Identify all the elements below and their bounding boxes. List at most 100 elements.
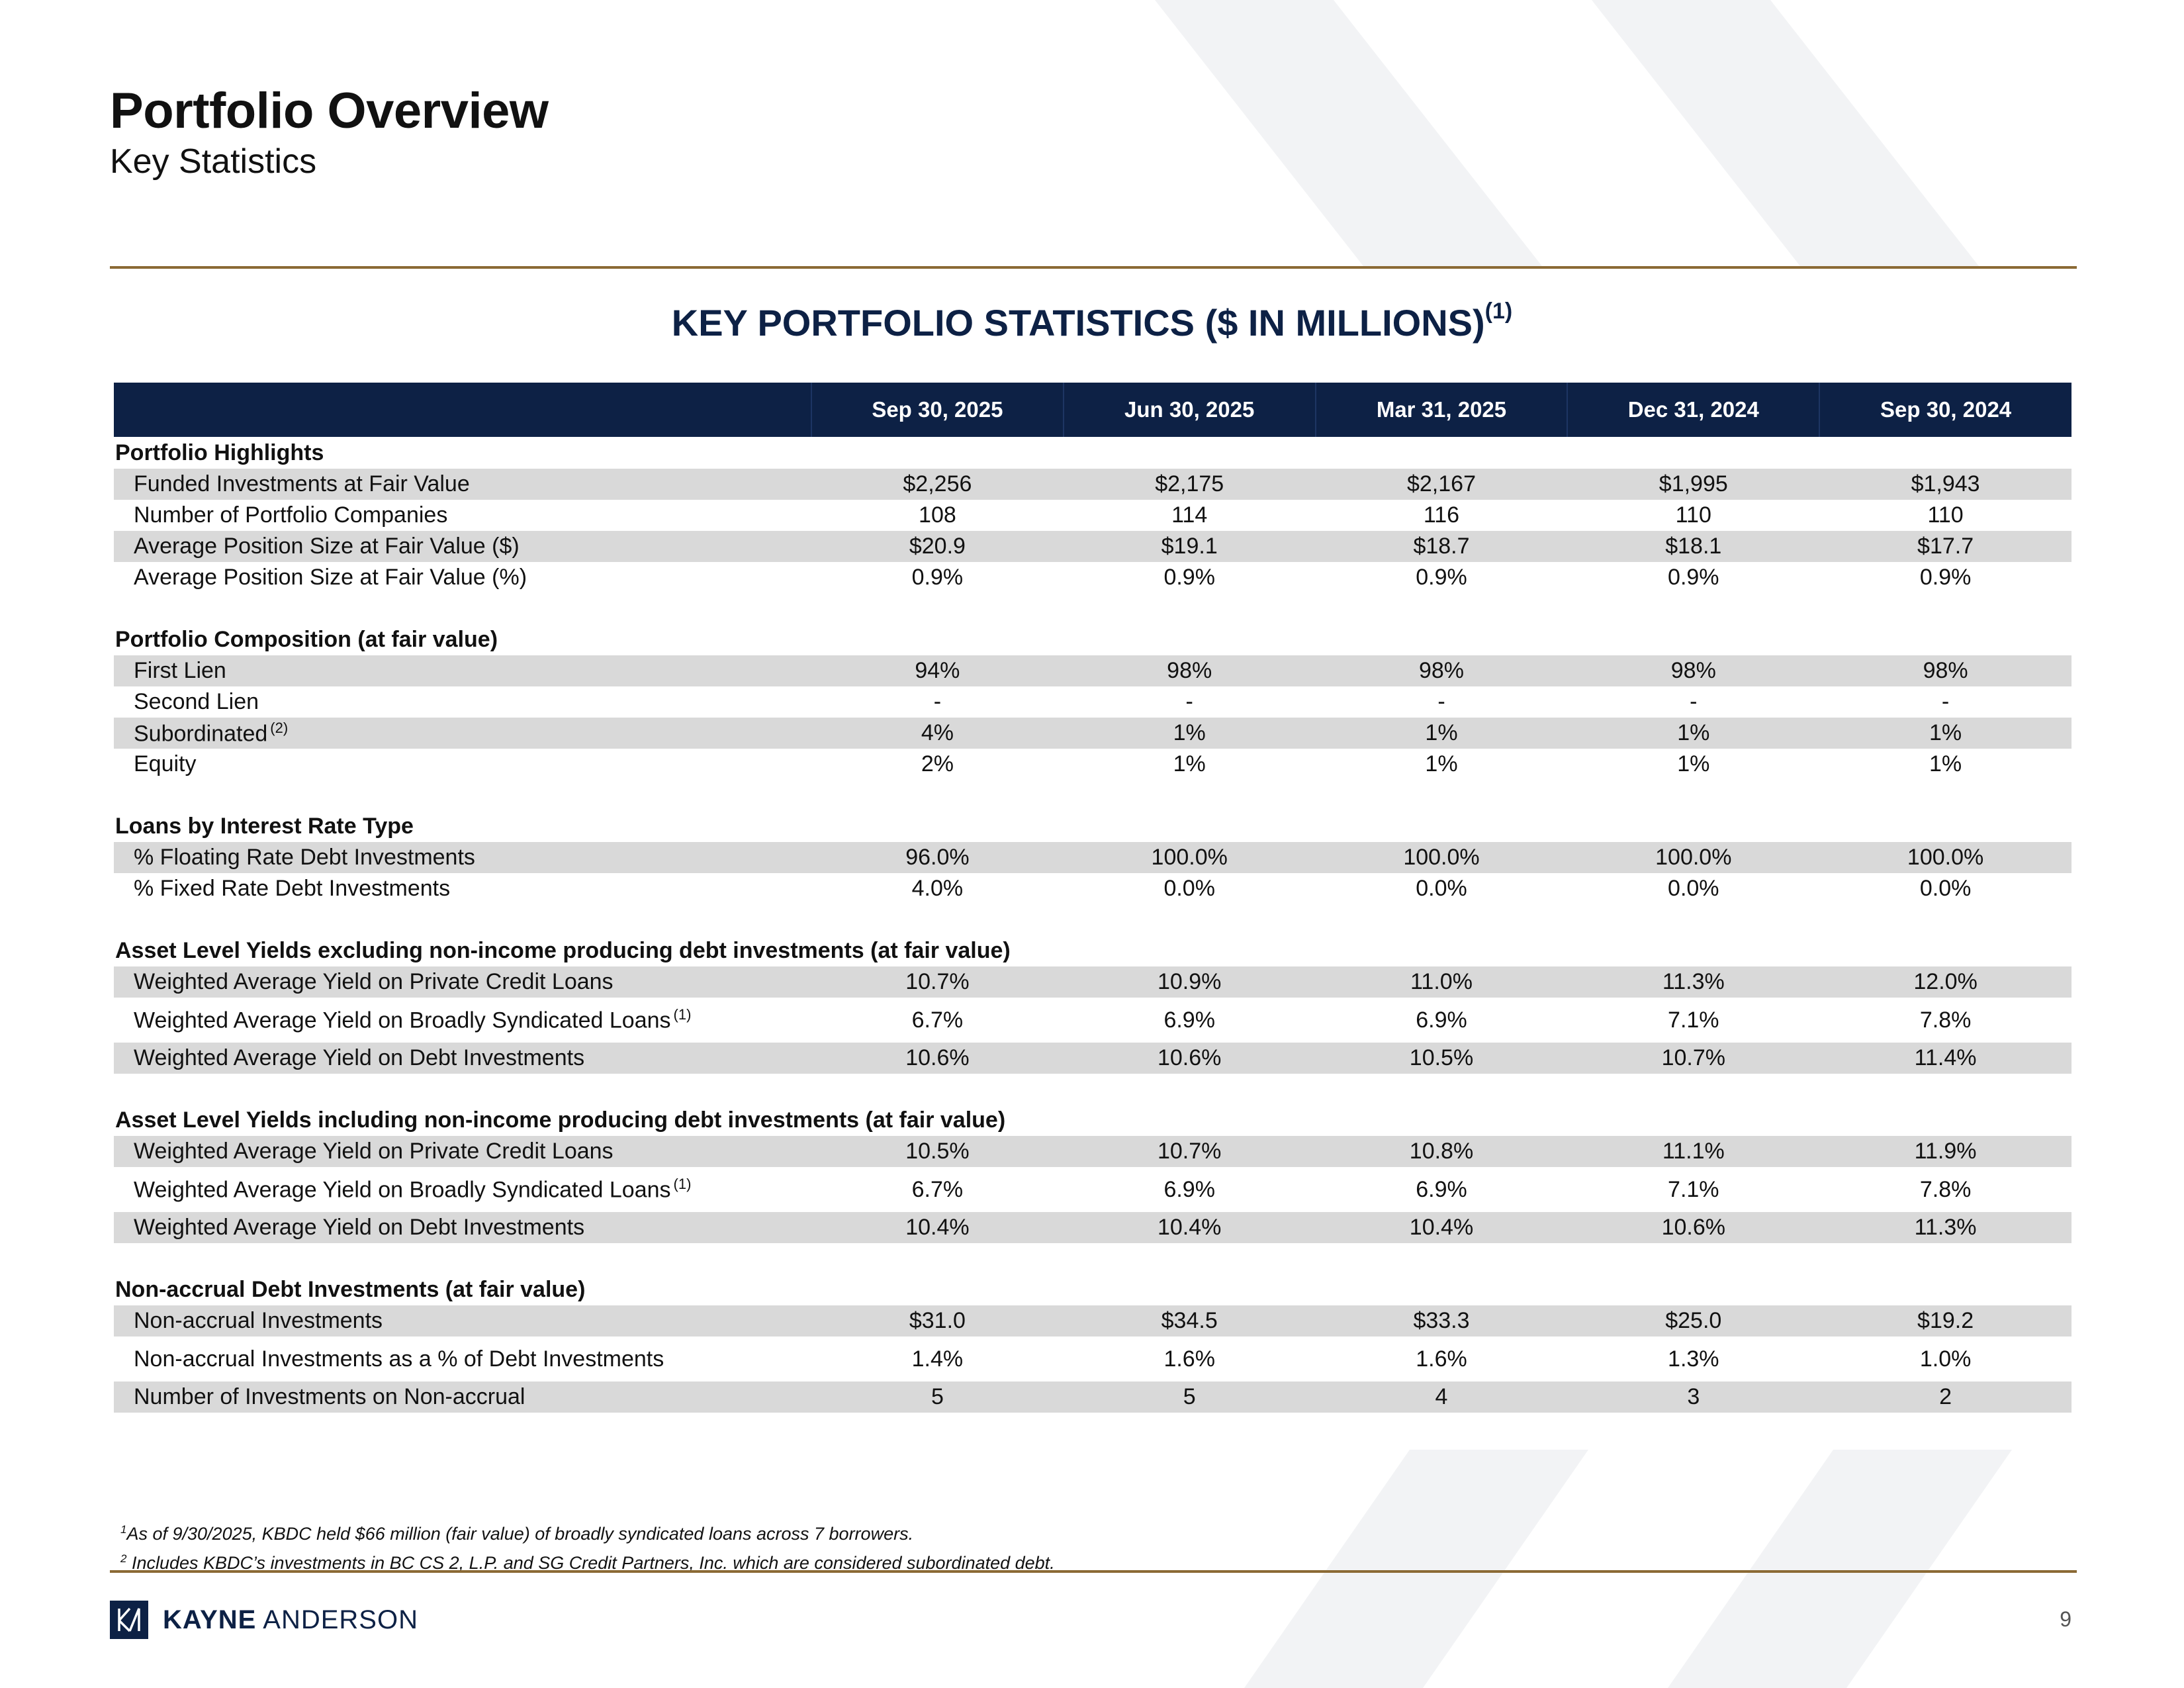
spacer-row xyxy=(114,593,2071,624)
table-row: % Floating Rate Debt Investments 96.0% 1… xyxy=(114,842,2071,873)
section-heading: Non-accrual Debt Investments (at fair va… xyxy=(115,1276,586,1302)
logo-wordmark-light: ANDERSON xyxy=(256,1605,418,1634)
cell-value: 110 xyxy=(1927,502,1964,528)
column-header: Mar 31, 2025 xyxy=(1314,383,1568,437)
footnotes: 1As of 9/30/2025, KBDC held $66 million … xyxy=(120,1517,1055,1575)
footnote: 2 Includes KBDC’s investments in BC CS 2… xyxy=(120,1546,1055,1575)
row-label: Weighted Average Yield on Private Credit… xyxy=(114,1136,811,1167)
cell-value: 6.9% xyxy=(1416,1007,1467,1033)
cell-value: 7.1% xyxy=(1668,1007,1719,1033)
cell-value: 1.0% xyxy=(1919,1346,1972,1372)
cell-value: 11.4% xyxy=(1819,1043,2071,1074)
cell-value: 4% xyxy=(811,718,1064,749)
table-row: Average Position Size at Fair Value ($) … xyxy=(114,531,2071,562)
section-title: KEY PORTFOLIO STATISTICS ($ IN MILLIONS)… xyxy=(0,299,2184,344)
table-row: First Lien 94% 98% 98% 98% 98% xyxy=(114,655,2071,686)
cell-value: 5 xyxy=(1063,1382,1316,1413)
cell-value: 10.8% xyxy=(1315,1136,1568,1167)
cell-value: 2% xyxy=(921,751,954,776)
table-row: Number of Portfolio Companies 108 114 11… xyxy=(114,500,2071,531)
cell-value: 6.7% xyxy=(911,1176,964,1202)
section-header-row: Portfolio Composition (at fair value) xyxy=(114,624,2071,655)
table-row: Equity 2% 1% 1% 1% 1% xyxy=(114,749,2071,780)
cell-value: 1% xyxy=(1173,751,1206,776)
cell-value: $19.1 xyxy=(1063,531,1316,562)
cell-value: $17.7 xyxy=(1819,531,2071,562)
row-label-text: Weighted Average Yield on Broadly Syndic… xyxy=(134,1177,671,1203)
cell-value: 4 xyxy=(1315,1382,1568,1413)
cell-value: 0.9% xyxy=(1163,565,1215,590)
row-label: Average Position Size at Fair Value ($) xyxy=(114,531,811,562)
cell-value: $34.5 xyxy=(1063,1305,1316,1336)
cell-value: 1.4% xyxy=(911,1346,964,1372)
cell-value: 98% xyxy=(1315,655,1568,686)
cell-value: 10.6% xyxy=(811,1043,1064,1074)
column-header: Sep 30, 2025 xyxy=(811,383,1064,437)
section-header-row: Asset Level Yields including non-income … xyxy=(114,1104,2071,1136)
section-heading: Asset Level Yields excluding non-income … xyxy=(115,937,1011,963)
section-heading: Loans by Interest Rate Type xyxy=(115,813,414,839)
cell-value: 11.3% xyxy=(1567,966,1820,998)
cell-value: 110 xyxy=(1675,502,1711,528)
cell-value: 0.9% xyxy=(1668,565,1719,590)
cell-value: $31.0 xyxy=(811,1305,1064,1336)
cell-value: - xyxy=(1941,689,1950,714)
cell-value: 7.8% xyxy=(1919,1176,1972,1202)
cell-value: 108 xyxy=(919,502,956,528)
cell-value: 1% xyxy=(1929,751,1962,776)
cell-value: 94% xyxy=(811,655,1064,686)
spacer-row xyxy=(114,1243,2071,1274)
section-heading: Portfolio Highlights xyxy=(115,440,324,465)
cell-value: - xyxy=(933,689,942,714)
cell-value: 1% xyxy=(1819,718,2071,749)
cell-value: 0.0% xyxy=(1919,876,1972,901)
cell-value: 0.9% xyxy=(911,565,964,590)
cell-value: $25.0 xyxy=(1567,1305,1820,1336)
cell-value: 6.9% xyxy=(1416,1176,1467,1202)
table-row: Weighted Average Yield on Debt Investmen… xyxy=(114,1212,2071,1243)
cell-value: 116 xyxy=(1423,502,1460,528)
cell-value: 6.7% xyxy=(911,1007,964,1033)
table-row: Second Lien - - - - - xyxy=(114,686,2071,718)
logo-wordmark: KAYNE ANDERSON xyxy=(163,1605,418,1635)
cell-value: 11.1% xyxy=(1567,1136,1820,1167)
cell-value: $18.1 xyxy=(1567,531,1820,562)
row-label: Weighted Average Yield on Broadly Syndic… xyxy=(114,998,811,1043)
cell-value: 10.5% xyxy=(811,1136,1064,1167)
footnote-mark: 1 xyxy=(120,1523,127,1536)
cell-value: 0.9% xyxy=(1919,565,1972,590)
cell-value: 10.4% xyxy=(811,1212,1064,1243)
cell-value: 114 xyxy=(1171,502,1208,528)
table-row: Subordinated (2) 4% 1% 1% 1% 1% xyxy=(114,718,2071,749)
footnote-ref: (1) xyxy=(673,1006,692,1023)
row-label: Weighted Average Yield on Broadly Syndic… xyxy=(114,1167,811,1212)
top-divider xyxy=(110,266,2077,269)
cell-value: $33.3 xyxy=(1315,1305,1568,1336)
footnote-ref: (2) xyxy=(270,719,289,736)
cell-value: - xyxy=(1437,689,1445,714)
cell-value: 7.1% xyxy=(1668,1176,1719,1202)
cell-value: 100.0% xyxy=(1315,842,1568,873)
cell-value: 1% xyxy=(1315,718,1568,749)
cell-value: 0.9% xyxy=(1416,565,1467,590)
row-label: Non-accrual Investments as a % of Debt I… xyxy=(134,1346,664,1372)
cell-value: $2,167 xyxy=(1315,469,1568,500)
row-label-text: Weighted Average Yield on Broadly Syndic… xyxy=(134,1008,671,1033)
cell-value: 3 xyxy=(1567,1382,1820,1413)
spacer-row xyxy=(114,904,2071,935)
cell-value: - xyxy=(1690,689,1698,714)
cell-value: 4.0% xyxy=(911,876,964,901)
row-label: Weighted Average Yield on Debt Investmen… xyxy=(114,1043,811,1074)
row-label: % Floating Rate Debt Investments xyxy=(114,842,811,873)
cell-value: $20.9 xyxy=(811,531,1064,562)
cell-value: 11.3% xyxy=(1819,1212,2071,1243)
row-label: Number of Investments on Non-accrual xyxy=(114,1382,811,1413)
key-statistics-table: Sep 30, 2025 Jun 30, 2025 Mar 31, 2025 D… xyxy=(114,383,2071,1413)
cell-value: 7.8% xyxy=(1919,1007,1972,1033)
row-label: Subordinated (2) xyxy=(114,718,811,749)
column-header: Jun 30, 2025 xyxy=(1062,383,1316,437)
row-label: Funded Investments at Fair Value xyxy=(114,469,811,500)
cell-value: 10.7% xyxy=(1063,1136,1316,1167)
section-header-row: Loans by Interest Rate Type xyxy=(114,810,2071,842)
